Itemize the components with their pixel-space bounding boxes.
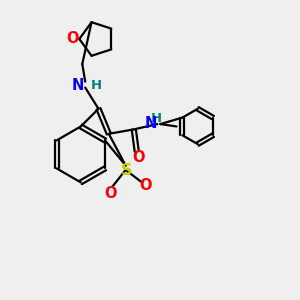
Text: H: H [151, 112, 162, 125]
Text: S: S [122, 163, 133, 178]
Text: O: O [104, 186, 116, 201]
Text: N: N [144, 116, 157, 131]
Text: O: O [139, 178, 152, 193]
Text: O: O [132, 150, 145, 165]
Text: H: H [91, 79, 102, 92]
Text: O: O [67, 32, 79, 46]
Text: N: N [72, 78, 84, 93]
